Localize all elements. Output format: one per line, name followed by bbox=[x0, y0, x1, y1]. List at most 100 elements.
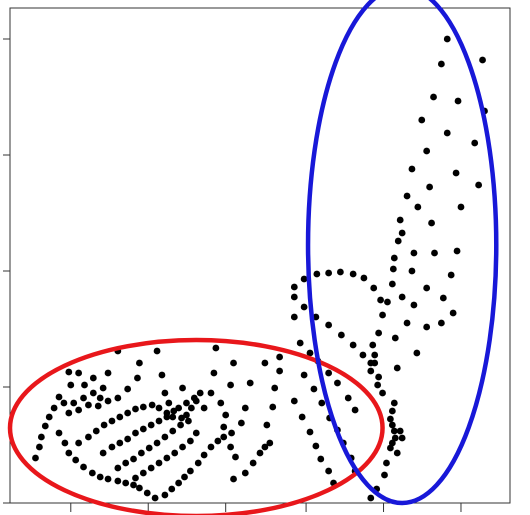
data-point bbox=[453, 247, 461, 255]
data-point bbox=[171, 449, 179, 457]
data-point bbox=[381, 471, 388, 479]
data-point bbox=[108, 443, 116, 451]
data-point bbox=[137, 449, 145, 457]
data-point bbox=[217, 399, 225, 407]
data-point bbox=[437, 60, 445, 68]
data-point bbox=[186, 437, 194, 445]
data-point bbox=[61, 439, 69, 447]
data-point bbox=[116, 439, 124, 447]
data-point bbox=[388, 280, 396, 288]
data-point bbox=[181, 473, 188, 481]
data-point bbox=[379, 311, 386, 319]
data-point bbox=[75, 406, 83, 414]
data-point bbox=[222, 411, 230, 419]
data-point bbox=[290, 397, 298, 405]
data-point bbox=[276, 353, 284, 361]
data-point bbox=[37, 433, 45, 441]
data-point bbox=[147, 421, 155, 429]
data-point bbox=[116, 413, 124, 421]
data-point bbox=[165, 399, 173, 407]
data-point bbox=[377, 296, 384, 304]
data-point bbox=[104, 369, 112, 377]
data-point bbox=[371, 351, 379, 359]
data-point bbox=[88, 469, 96, 477]
data-point bbox=[375, 373, 383, 381]
data-point bbox=[92, 427, 100, 435]
data-point bbox=[186, 467, 194, 475]
data-point bbox=[194, 459, 202, 467]
data-point bbox=[155, 417, 163, 425]
data-point bbox=[437, 319, 445, 327]
data-point bbox=[139, 425, 147, 433]
data-point bbox=[317, 455, 325, 463]
data-point bbox=[163, 454, 171, 462]
data-point bbox=[80, 463, 87, 471]
data-point bbox=[145, 444, 153, 452]
data-point bbox=[45, 413, 53, 421]
data-point bbox=[190, 394, 198, 402]
data-point bbox=[290, 283, 298, 291]
data-point bbox=[136, 359, 143, 367]
data-point bbox=[418, 116, 426, 124]
data-point bbox=[139, 403, 147, 411]
data-point bbox=[227, 381, 234, 389]
data-point bbox=[104, 397, 112, 405]
data-point bbox=[139, 469, 147, 477]
data-point bbox=[393, 449, 401, 457]
data-point bbox=[396, 427, 404, 435]
data-point bbox=[390, 427, 398, 435]
data-point bbox=[313, 270, 321, 278]
data-point bbox=[178, 414, 185, 422]
red-ellipse-annotation bbox=[7, 337, 385, 515]
data-point bbox=[153, 347, 161, 355]
data-point bbox=[153, 439, 161, 447]
data-point bbox=[369, 341, 377, 349]
data-point bbox=[99, 384, 107, 392]
data-point bbox=[393, 364, 401, 372]
data-point bbox=[241, 469, 249, 477]
data-point bbox=[386, 444, 394, 452]
data-point bbox=[99, 449, 107, 457]
data-point bbox=[384, 298, 391, 306]
data-point bbox=[114, 477, 122, 485]
data-point bbox=[108, 417, 116, 425]
data-point bbox=[41, 422, 49, 430]
data-point bbox=[430, 93, 437, 101]
data-point bbox=[124, 409, 132, 417]
data-point bbox=[375, 329, 383, 337]
data-point bbox=[391, 434, 399, 442]
data-point bbox=[232, 453, 239, 461]
data-point bbox=[410, 249, 418, 257]
data-point bbox=[207, 389, 215, 397]
data-point bbox=[136, 484, 143, 492]
data-point bbox=[214, 437, 222, 445]
data-point bbox=[261, 443, 269, 451]
data-point bbox=[388, 421, 396, 429]
data-point bbox=[452, 169, 460, 177]
data-point bbox=[349, 270, 357, 278]
data-point bbox=[210, 369, 218, 377]
data-point bbox=[383, 459, 390, 467]
data-point bbox=[183, 399, 190, 407]
data-point bbox=[389, 265, 397, 273]
data-point bbox=[179, 443, 186, 451]
data-point bbox=[134, 374, 141, 382]
data-point bbox=[408, 165, 416, 173]
data-point bbox=[276, 367, 284, 375]
data-point bbox=[423, 284, 431, 292]
data-point bbox=[230, 359, 237, 367]
data-point bbox=[391, 334, 399, 342]
data-point bbox=[169, 427, 177, 435]
data-point bbox=[192, 429, 200, 437]
data-point bbox=[169, 413, 177, 421]
data-point bbox=[130, 455, 137, 463]
data-point bbox=[379, 389, 386, 397]
data-point bbox=[179, 384, 186, 392]
data-point bbox=[177, 421, 184, 429]
data-point bbox=[75, 439, 83, 447]
data-point bbox=[55, 429, 63, 437]
data-point bbox=[148, 401, 156, 409]
data-point bbox=[175, 404, 183, 412]
data-point bbox=[413, 349, 421, 357]
data-point bbox=[457, 203, 465, 211]
